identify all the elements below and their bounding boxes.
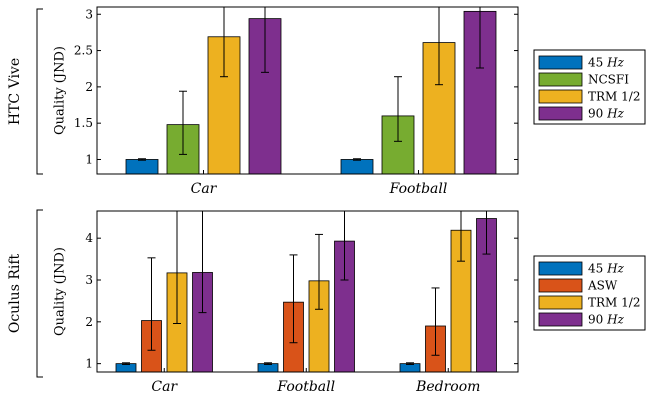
legend-label: 45 Hz — [588, 262, 625, 276]
legend-label: 90 Hz — [588, 313, 625, 327]
y-tick-label: 2 — [85, 315, 93, 329]
legend-label: ASW — [587, 279, 618, 293]
category-label: Football — [276, 379, 335, 395]
chart-panel-2: Oculus Rift Quality (JND) 1 2 3 4 Car Football B… — [7, 209, 646, 395]
chart-panel-1: HTC Vive Quality (JND) 1 1.5 2 2.5 3 Car Footbal… — [7, 6, 646, 197]
category-label: Football — [389, 181, 448, 197]
y-tick-label: 2 — [85, 80, 93, 94]
legend-swatch — [538, 72, 583, 87]
group-bracket — [36, 209, 43, 378]
category-label: Car — [151, 379, 178, 395]
y-tick-label: 3 — [85, 7, 93, 21]
plot-frame — [96, 6, 519, 175]
legend-swatch — [538, 295, 583, 310]
y-tick-label: 1.5 — [74, 116, 93, 130]
legend-label: 90 Hz — [588, 107, 625, 121]
category-label: Bedroom — [415, 379, 480, 395]
bar — [125, 159, 159, 175]
group-label: HTC Vive — [7, 58, 23, 125]
y-tick-label: 4 — [85, 231, 93, 245]
bar — [340, 159, 374, 175]
y-tick-label: 2.5 — [74, 44, 93, 58]
legend-swatch — [538, 278, 583, 293]
legend-swatch — [538, 55, 583, 70]
y-axis-label: Quality (JND) — [53, 46, 68, 135]
legend-swatch — [538, 106, 583, 121]
y-tick-label: 1 — [85, 357, 93, 371]
y-tick-label: 3 — [85, 273, 93, 287]
group-bracket — [36, 8, 43, 175]
group-label: Oculus Rift — [7, 253, 23, 333]
legend-swatch — [538, 89, 583, 104]
y-axis-label: Quality (JND) — [53, 247, 68, 336]
y-tick-label: 1 — [85, 152, 93, 166]
legend-swatch — [538, 261, 583, 276]
plot-frame — [96, 210, 519, 373]
legend-swatch — [538, 312, 583, 327]
legend-label: 45 Hz — [588, 56, 625, 70]
legend-label: TRM 1/2 — [588, 296, 640, 310]
category-label: Car — [191, 181, 218, 197]
legend-label: TRM 1/2 — [588, 90, 640, 104]
legend-label: NCSFI — [588, 73, 629, 87]
